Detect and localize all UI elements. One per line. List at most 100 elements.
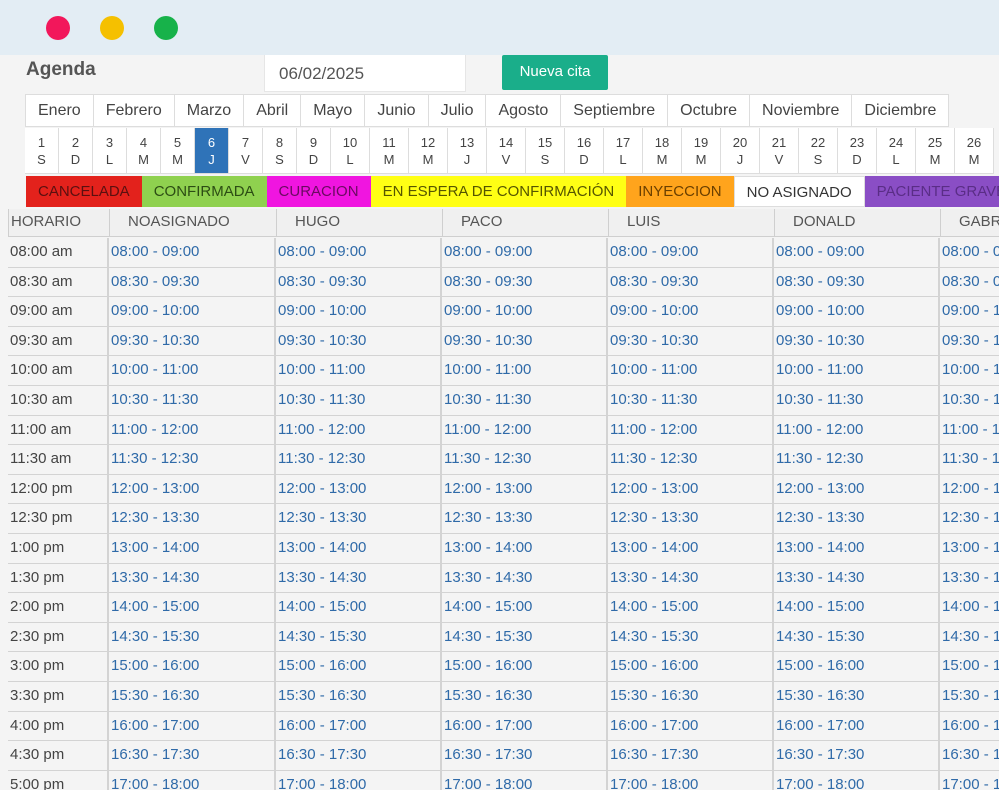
time-slot-gabr[interactable]: 09:30 - 10:30 <box>940 327 999 356</box>
time-slot-paco[interactable]: 11:30 - 12:30 <box>442 445 608 475</box>
time-slot-noasignado[interactable]: 15:30 - 16:30 <box>109 682 276 711</box>
month-tab-julio[interactable]: Julio <box>429 95 487 126</box>
time-slot-paco[interactable]: 17:00 - 18:00 <box>442 770 608 790</box>
time-slot-paco[interactable]: 12:30 - 13:30 <box>442 504 608 534</box>
time-slot-luis[interactable]: 09:30 - 10:30 <box>608 326 774 356</box>
time-slot-gabr[interactable]: 12:00 - 13:00 <box>940 475 999 504</box>
time-slot-luis[interactable]: 15:30 - 16:30 <box>608 682 774 711</box>
time-slot-noasignado[interactable]: 15:00 - 16:00 <box>109 652 276 682</box>
day-18[interactable]: 18 M <box>643 128 682 173</box>
date-input[interactable]: 06/02/2025 <box>264 55 466 92</box>
time-slot-luis[interactable]: 10:00 - 11:00 <box>608 356 774 386</box>
day-13[interactable]: 13 J <box>448 128 487 173</box>
time-slot-donald[interactable]: 16:00 - 17:00 <box>774 711 940 741</box>
day-12[interactable]: 12 M <box>409 128 448 173</box>
time-slot-noasignado[interactable]: 09:00 - 10:00 <box>109 297 276 327</box>
time-slot-luis[interactable]: 09:00 - 10:00 <box>608 297 774 327</box>
minimize-window-button[interactable] <box>100 16 124 40</box>
time-slot-donald[interactable]: 14:30 - 15:30 <box>774 622 940 652</box>
time-slot-luis[interactable]: 16:00 - 17:00 <box>608 711 774 741</box>
time-slot-donald[interactable]: 11:00 - 12:00 <box>774 415 940 445</box>
time-slot-paco[interactable]: 12:00 - 13:00 <box>442 474 608 504</box>
time-slot-gabr[interactable]: 15:30 - 16:30 <box>940 682 999 711</box>
time-slot-gabr[interactable]: 10:30 - 11:30 <box>940 386 999 415</box>
time-slot-hugo[interactable]: 09:30 - 10:30 <box>276 326 442 356</box>
time-slot-luis[interactable]: 14:30 - 15:30 <box>608 622 774 652</box>
time-slot-noasignado[interactable]: 12:00 - 13:00 <box>109 474 276 504</box>
time-slot-paco[interactable]: 08:30 - 09:30 <box>442 267 608 297</box>
time-slot-luis[interactable]: 10:30 - 11:30 <box>608 386 774 415</box>
time-slot-hugo[interactable]: 11:30 - 12:30 <box>276 445 442 475</box>
time-slot-gabr[interactable]: 13:30 - 14:30 <box>940 564 999 593</box>
time-slot-donald[interactable]: 17:00 - 18:00 <box>774 770 940 790</box>
time-slot-gabr[interactable]: 12:30 - 13:30 <box>940 504 999 533</box>
time-slot-noasignado[interactable]: 14:30 - 15:30 <box>109 622 276 652</box>
time-slot-paco[interactable]: 14:00 - 15:00 <box>442 593 608 623</box>
time-slot-paco[interactable]: 08:00 - 09:00 <box>442 238 608 267</box>
time-slot-noasignado[interactable]: 11:30 - 12:30 <box>109 445 276 475</box>
day-21[interactable]: 21 V <box>760 128 799 173</box>
time-slot-luis[interactable]: 13:00 - 14:00 <box>608 534 774 563</box>
time-slot-luis[interactable]: 16:30 - 17:30 <box>608 741 774 771</box>
day-15[interactable]: 15 S <box>526 128 565 173</box>
month-tab-marzo[interactable]: Marzo <box>175 95 245 126</box>
time-slot-hugo[interactable]: 09:00 - 10:00 <box>276 297 442 327</box>
time-slot-gabr[interactable]: 08:00 - 09:00 <box>940 238 999 267</box>
time-slot-luis[interactable]: 12:30 - 13:30 <box>608 504 774 534</box>
month-tab-mayo[interactable]: Mayo <box>301 95 366 126</box>
time-slot-donald[interactable]: 09:00 - 10:00 <box>774 297 940 327</box>
time-slot-noasignado[interactable]: 16:30 - 17:30 <box>109 741 276 771</box>
day-25[interactable]: 25 M <box>916 128 955 173</box>
time-slot-hugo[interactable]: 13:00 - 14:00 <box>276 534 442 563</box>
day-17[interactable]: 17 L <box>604 128 643 173</box>
time-slot-noasignado[interactable]: 09:30 - 10:30 <box>109 326 276 356</box>
time-slot-donald[interactable]: 12:30 - 13:30 <box>774 504 940 534</box>
time-slot-gabr[interactable]: 11:30 - 12:30 <box>940 445 999 474</box>
time-slot-paco[interactable]: 09:30 - 10:30 <box>442 326 608 356</box>
time-slot-luis[interactable]: 08:00 - 09:00 <box>608 238 774 267</box>
time-slot-paco[interactable]: 14:30 - 15:30 <box>442 622 608 652</box>
time-slot-donald[interactable]: 15:30 - 16:30 <box>774 682 940 711</box>
time-slot-gabr[interactable]: 14:30 - 15:30 <box>940 623 999 652</box>
time-slot-gabr[interactable]: 13:00 - 14:00 <box>940 534 999 563</box>
time-slot-hugo[interactable]: 14:00 - 15:00 <box>276 593 442 623</box>
time-slot-paco[interactable]: 16:00 - 17:00 <box>442 711 608 741</box>
time-slot-noasignado[interactable]: 14:00 - 15:00 <box>109 593 276 623</box>
time-slot-donald[interactable]: 16:30 - 17:30 <box>774 741 940 771</box>
time-slot-luis[interactable]: 17:00 - 18:00 <box>608 770 774 790</box>
time-slot-hugo[interactable]: 16:30 - 17:30 <box>276 741 442 771</box>
time-slot-donald[interactable]: 11:30 - 12:30 <box>774 445 940 475</box>
time-slot-noasignado[interactable]: 12:30 - 13:30 <box>109 504 276 534</box>
new-appointment-button[interactable]: Nueva cita <box>502 55 608 90</box>
time-slot-hugo[interactable]: 12:00 - 13:00 <box>276 474 442 504</box>
time-slot-luis[interactable]: 15:00 - 16:00 <box>608 652 774 682</box>
time-slot-gabr[interactable]: 15:00 - 16:00 <box>940 652 999 681</box>
time-slot-hugo[interactable]: 16:00 - 17:00 <box>276 711 442 741</box>
time-slot-luis[interactable]: 08:30 - 09:30 <box>608 267 774 297</box>
time-slot-gabr[interactable]: 10:00 - 11:00 <box>940 356 999 385</box>
time-slot-donald[interactable]: 13:30 - 14:30 <box>774 563 940 593</box>
time-slot-paco[interactable]: 11:00 - 12:00 <box>442 415 608 445</box>
month-tab-octubre[interactable]: Octubre <box>668 95 751 126</box>
day-10[interactable]: 10 L <box>331 128 370 173</box>
time-slot-paco[interactable]: 09:00 - 10:00 <box>442 297 608 327</box>
time-slot-gabr[interactable]: 16:00 - 17:00 <box>940 712 999 741</box>
time-slot-donald[interactable]: 09:30 - 10:30 <box>774 326 940 356</box>
time-slot-paco[interactable]: 10:30 - 11:30 <box>442 386 608 415</box>
time-slot-gabr[interactable]: 14:00 - 15:00 <box>940 593 999 622</box>
time-slot-noasignado[interactable]: 13:30 - 14:30 <box>109 563 276 593</box>
time-slot-hugo[interactable]: 08:00 - 09:00 <box>276 238 442 267</box>
day-11[interactable]: 11 M <box>370 128 409 173</box>
time-slot-luis[interactable]: 11:30 - 12:30 <box>608 445 774 475</box>
time-slot-noasignado[interactable]: 08:00 - 09:00 <box>109 238 276 267</box>
month-tab-agosto[interactable]: Agosto <box>486 95 562 126</box>
time-slot-noasignado[interactable]: 10:30 - 11:30 <box>109 386 276 415</box>
day-23[interactable]: 23 D <box>838 128 877 173</box>
time-slot-hugo[interactable]: 10:00 - 11:00 <box>276 356 442 386</box>
